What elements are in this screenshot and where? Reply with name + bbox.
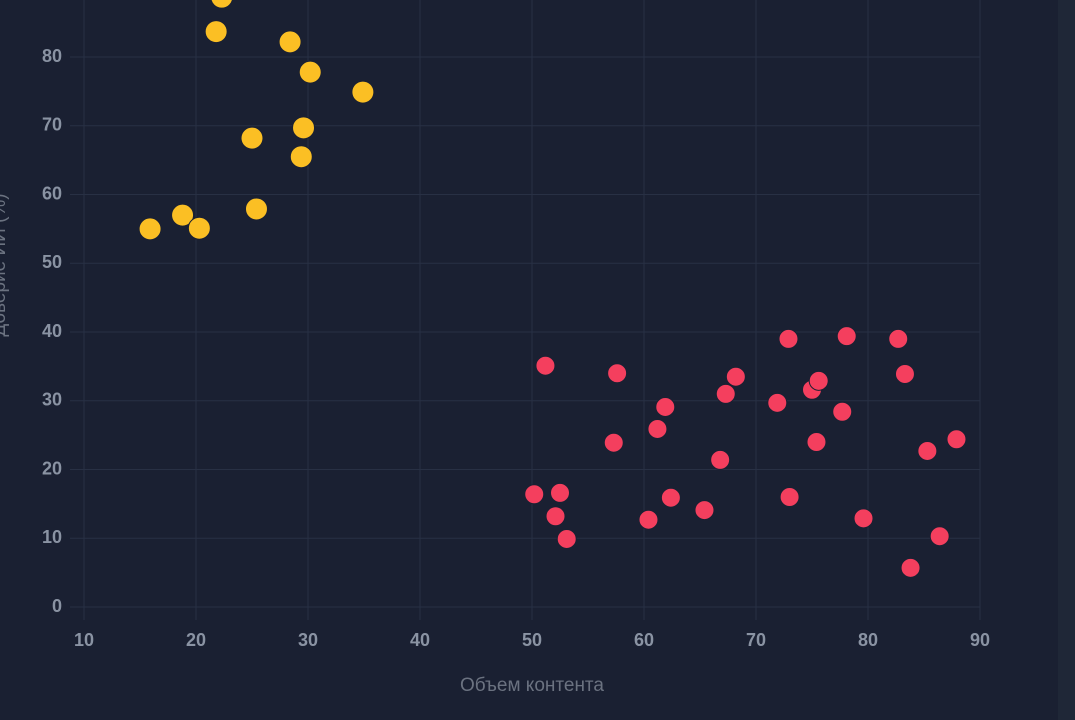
point <box>244 197 268 221</box>
y-tick-label: 30 <box>42 390 62 410</box>
point <box>900 557 921 578</box>
side-strip <box>1058 0 1075 720</box>
point <box>187 216 211 240</box>
x-tick-label: 60 <box>634 630 654 650</box>
y-tick-label: 50 <box>42 252 62 272</box>
point <box>603 432 624 453</box>
point <box>929 526 950 547</box>
point <box>946 429 967 450</box>
point <box>710 449 731 470</box>
point <box>535 355 556 376</box>
point <box>292 116 316 140</box>
x-tick-label: 50 <box>522 630 542 650</box>
point <box>655 396 676 417</box>
point <box>550 482 570 503</box>
point <box>832 401 853 422</box>
point <box>836 326 857 347</box>
point <box>204 20 228 44</box>
x-tick-label: 70 <box>746 630 766 650</box>
y-tick-label: 40 <box>42 321 62 341</box>
x-tick-label: 80 <box>858 630 878 650</box>
y-tick-label: 60 <box>42 183 62 203</box>
point <box>888 328 909 349</box>
marks <box>138 0 967 578</box>
point <box>638 509 659 530</box>
y-tick-label: 70 <box>42 115 62 135</box>
point <box>240 126 264 150</box>
point <box>767 392 788 413</box>
point <box>289 145 313 169</box>
point <box>138 217 162 241</box>
point <box>715 383 736 404</box>
point <box>607 363 628 384</box>
x-tick-label: 10 <box>74 630 94 650</box>
y-axis-title: Доверие ИИ (%) <box>0 193 10 336</box>
point <box>778 328 799 349</box>
point <box>210 0 233 9</box>
x-tick-label: 30 <box>298 630 318 650</box>
point <box>171 203 195 227</box>
point <box>917 440 938 461</box>
x-tick-label: 40 <box>410 630 430 650</box>
grid: 0 10 20 30 40 50 60 70 80 10 20 30 40 50 60 70 80 90 <box>42 0 990 650</box>
point <box>298 60 322 84</box>
y-tick-label: 0 <box>52 596 62 616</box>
x-axis-title: Объем контента <box>460 675 604 696</box>
point <box>647 418 668 439</box>
y-tick-label: 80 <box>42 46 62 66</box>
point <box>556 528 577 549</box>
point <box>660 487 681 508</box>
point <box>524 484 545 505</box>
point <box>808 370 829 391</box>
x-tick-label: 20 <box>186 630 206 650</box>
point <box>725 366 746 387</box>
point <box>779 487 800 507</box>
point <box>351 80 375 104</box>
point <box>278 30 302 54</box>
y-tick-label: 10 <box>42 527 62 547</box>
point <box>694 500 715 521</box>
point <box>853 508 874 529</box>
y-tick-label: 20 <box>42 458 62 478</box>
point <box>894 363 915 384</box>
point <box>806 432 827 452</box>
point <box>545 506 566 527</box>
x-tick-label: 90 <box>970 630 990 650</box>
